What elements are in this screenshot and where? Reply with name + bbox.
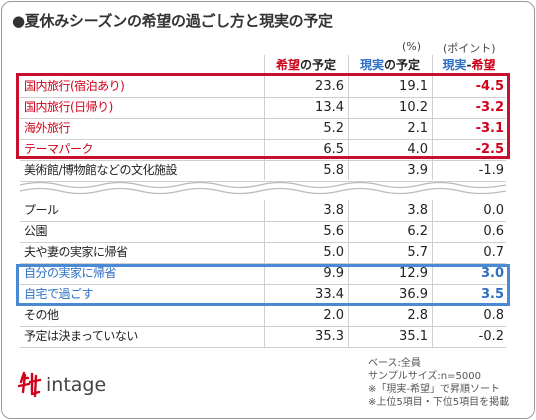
value-diff: 3.0	[480, 266, 504, 281]
row-label: 自宅で過ごす	[24, 287, 94, 301]
value-real: 4.0	[407, 142, 428, 157]
value-real: 3.9	[407, 163, 428, 178]
column-divider	[348, 200, 349, 347]
row-label: 国内旅行(宿泊あり)	[24, 79, 125, 93]
value-real: 36.9	[399, 287, 428, 302]
header-real: 現実の予定	[359, 58, 421, 72]
value-diff: -2.5	[475, 142, 504, 157]
value-diff: 3.5	[480, 287, 504, 302]
unit-point: (ポイント)	[443, 42, 496, 55]
row-label: 自分の実家に帰省	[24, 266, 117, 280]
value-real: 2.1	[407, 121, 428, 136]
value-diff: -0.2	[478, 329, 504, 344]
column-divider	[432, 200, 433, 347]
table-row: 公園 5.6 6.2 0.6	[20, 221, 506, 243]
table-row: 夫や妻の実家に帰省 5.0 5.7 0.7	[20, 242, 506, 264]
value-hope: 6.5	[323, 142, 344, 157]
column-divider	[432, 55, 433, 180]
value-hope: 23.6	[315, 79, 344, 94]
value-real: 3.8	[407, 203, 428, 218]
value-hope: 5.8	[323, 163, 344, 178]
highlight-box-blue	[16, 264, 510, 306]
value-real: 12.9	[399, 266, 428, 281]
table-row: プール 3.8 3.8 0.0	[20, 200, 506, 222]
logo-text: intage	[46, 374, 107, 396]
chart-title: ●夏休みシーズンの希望の過ごし方と現実の予定	[12, 12, 333, 30]
value-hope: 13.4	[315, 100, 344, 115]
row-label: その他	[24, 308, 59, 322]
value-diff: -3.2	[475, 100, 504, 115]
table-header: 希望の予定 現実の予定 現実-希望	[20, 55, 506, 76]
table-row: 海外旅行 5.2 2.1 -3.1	[20, 118, 506, 140]
value-real: 5.7	[407, 245, 428, 260]
value-diff: 0.6	[483, 224, 504, 239]
column-divider	[348, 55, 349, 180]
value-hope: 2.0	[323, 308, 344, 323]
value-real: 6.2	[407, 224, 428, 239]
column-divider	[264, 200, 265, 347]
column-divider	[264, 55, 265, 180]
value-diff: -3.1	[475, 121, 504, 136]
note-base: ベース:全員	[368, 358, 421, 369]
table-break-wave	[20, 181, 506, 195]
table-row: 国内旅行(日帰り) 13.4 10.2 -3.2	[20, 97, 506, 119]
row-label: 夫や妻の実家に帰省	[24, 245, 128, 259]
note-items: ※上位5項目・下位5項目を掲載	[368, 397, 510, 408]
value-diff: -1.9	[478, 163, 504, 178]
value-hope: 5.6	[323, 224, 344, 239]
highlight-box-red	[16, 73, 510, 159]
row-label: 海外旅行	[24, 121, 71, 135]
header-diff: 現実-希望	[442, 58, 496, 72]
table-row: テーマパーク 6.5 4.0 -2.5	[20, 139, 506, 161]
unit-percent: (%)	[402, 40, 422, 53]
value-hope: 33.4	[315, 287, 344, 302]
value-diff: 0.7	[483, 245, 504, 260]
row-label: テーマパーク	[24, 142, 94, 156]
value-real: 35.1	[399, 329, 428, 344]
row-label: 予定は決まっていない	[24, 329, 138, 343]
row-label: 公園	[24, 224, 48, 238]
value-hope: 9.9	[323, 266, 344, 281]
table-row: 自分の実家に帰省 9.9 12.9 3.0	[20, 263, 506, 285]
table-row: 国内旅行(宿泊あり) 23.6 19.1 -4.5	[20, 76, 506, 98]
intage-logo-icon	[18, 371, 42, 398]
value-diff: 0.8	[483, 308, 504, 323]
value-hope: 35.3	[315, 329, 344, 344]
table-row: 予定は決まっていない 35.3 35.1 -0.2	[20, 326, 506, 348]
note-sort: ※「現実-希望」で昇順ソート	[368, 384, 500, 395]
value-diff: -4.5	[475, 79, 504, 94]
value-hope: 3.8	[323, 203, 344, 218]
note-sample: サンプルサイズ:n=5000	[368, 371, 481, 382]
value-hope: 5.2	[323, 121, 344, 136]
value-diff: 0.0	[483, 203, 504, 218]
row-label: 国内旅行(日帰り)	[24, 100, 113, 114]
value-real: 19.1	[399, 79, 428, 94]
value-hope: 5.0	[323, 245, 344, 260]
header-hope: 希望の予定	[275, 58, 337, 72]
value-real: 2.8	[407, 308, 428, 323]
table-row: 美術館/博物館などの文化施設 5.8 3.9 -1.9	[20, 160, 506, 182]
table-row: その他 2.0 2.8 0.8	[20, 305, 506, 327]
row-label: 美術館/博物館などの文化施設	[24, 163, 178, 177]
row-label: プール	[24, 203, 59, 217]
value-real: 10.2	[399, 100, 428, 115]
